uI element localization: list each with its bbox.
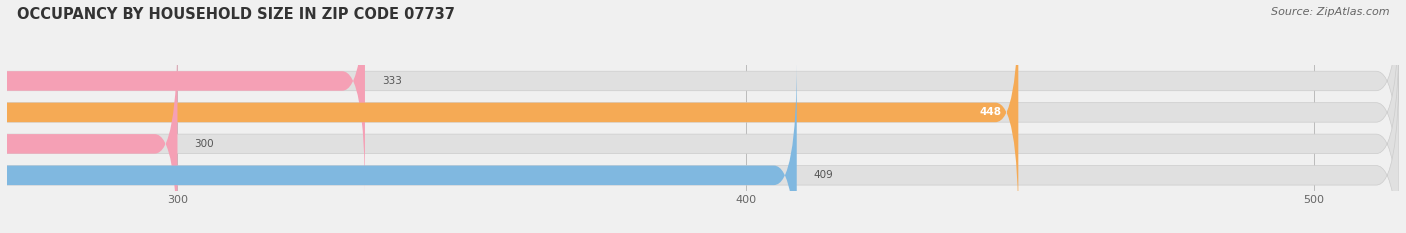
FancyBboxPatch shape <box>0 28 177 233</box>
FancyBboxPatch shape <box>0 59 797 233</box>
Text: 448: 448 <box>979 107 1001 117</box>
FancyBboxPatch shape <box>0 0 366 197</box>
Text: 409: 409 <box>814 170 834 180</box>
Text: 333: 333 <box>382 76 402 86</box>
FancyBboxPatch shape <box>0 0 1018 229</box>
FancyBboxPatch shape <box>0 0 1399 229</box>
FancyBboxPatch shape <box>0 0 1399 197</box>
FancyBboxPatch shape <box>0 59 1399 233</box>
Text: Source: ZipAtlas.com: Source: ZipAtlas.com <box>1271 7 1389 17</box>
Text: 300: 300 <box>194 139 214 149</box>
FancyBboxPatch shape <box>0 28 1399 233</box>
Text: OCCUPANCY BY HOUSEHOLD SIZE IN ZIP CODE 07737: OCCUPANCY BY HOUSEHOLD SIZE IN ZIP CODE … <box>17 7 454 22</box>
